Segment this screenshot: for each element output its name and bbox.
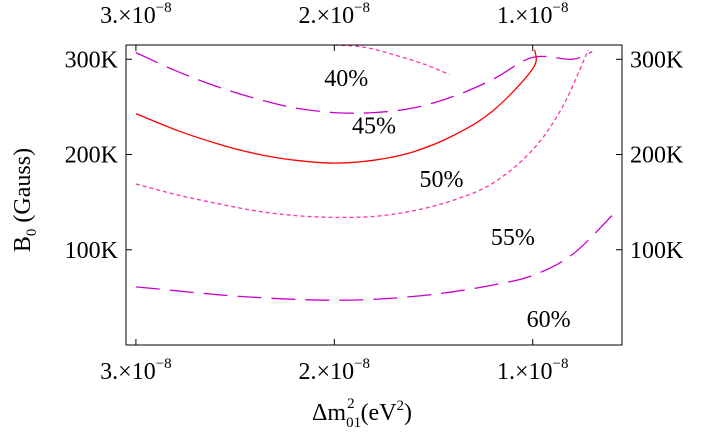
x-axis-label: Δm012 (eV2) <box>312 396 412 431</box>
x-tick-label-bottom-2: 2.×10−8 <box>299 356 371 385</box>
contour-label-1: 40% <box>324 66 368 92</box>
contour-line-1 <box>334 44 450 76</box>
x-tick-label-top-3: 1.×10−8 <box>497 0 569 29</box>
y-tick-label-right-2: 200K <box>630 143 684 169</box>
x-tick-label-bottom-3: 1.×10−8 <box>497 356 569 385</box>
contour-curves <box>135 44 613 301</box>
axis-ticks: 3.×10−8 3.×10−8 2.×10−8 2.×10−8 1.×10−8 1.×10… <box>65 0 684 385</box>
x-tick-label-bottom-1: 3.×10−8 <box>100 356 172 385</box>
contour-label-3: 50% <box>419 167 463 193</box>
contour-labels: 40% 45% 50% 55% 60% <box>324 66 570 333</box>
contour-line-3 <box>135 49 537 164</box>
contour-line-2 <box>135 51 593 114</box>
contour-label-5: 60% <box>527 307 571 333</box>
plot-frame <box>125 44 623 346</box>
contour-line-4 <box>135 49 589 219</box>
y-tick-label-right-1: 100K <box>630 238 684 264</box>
y-axis-label: B0 (Gauss) <box>10 148 40 252</box>
y-tick-label-left-2: 200K <box>65 143 119 169</box>
y-tick-label-left-1: 100K <box>65 238 119 264</box>
contour-label-4: 55% <box>491 225 535 251</box>
y-tick-label-right-3: 300K <box>630 47 684 73</box>
x-tick-label-top-1: 3.×10−8 <box>100 0 172 29</box>
contour-label-2: 45% <box>352 114 396 140</box>
contour-line-5 <box>135 215 613 301</box>
y-tick-label-left-3: 300K <box>65 47 119 73</box>
x-tick-label-top-2: 2.×10−8 <box>299 0 371 29</box>
